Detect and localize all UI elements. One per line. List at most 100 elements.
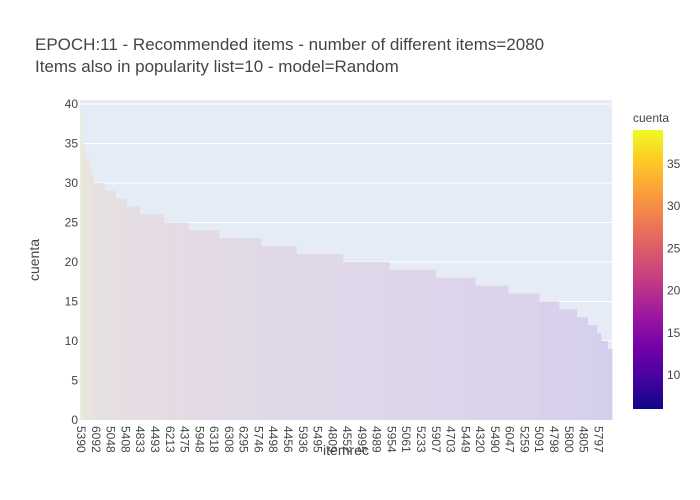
x-tick-label: 4498 xyxy=(266,426,280,453)
bar xyxy=(358,261,361,420)
bar xyxy=(422,269,425,420)
bar xyxy=(453,277,456,420)
colorbar xyxy=(633,130,663,409)
bar xyxy=(501,285,505,420)
bar xyxy=(347,261,350,420)
bar xyxy=(261,246,264,420)
bar xyxy=(521,293,525,420)
bar xyxy=(183,222,187,420)
bar xyxy=(499,285,503,420)
bar xyxy=(466,277,469,420)
bar xyxy=(534,293,538,420)
bar xyxy=(355,261,359,420)
y-tick-label: 30 xyxy=(65,176,79,190)
bar xyxy=(254,238,257,420)
colorbar-tick-labels: 10 15 20 25 30 35 xyxy=(667,157,681,382)
bar xyxy=(400,269,403,420)
bar xyxy=(413,269,416,420)
x-tick-label: 6213 xyxy=(163,426,177,453)
bar xyxy=(106,190,110,420)
bar xyxy=(252,238,255,420)
bar xyxy=(243,238,246,420)
bar xyxy=(302,254,306,420)
bar xyxy=(411,269,414,420)
bar xyxy=(517,293,520,420)
bar xyxy=(506,285,509,420)
bar xyxy=(395,269,399,420)
colorbar-tick-label: 30 xyxy=(667,199,681,213)
bar xyxy=(309,254,313,420)
bar xyxy=(488,285,491,420)
x-tick-label: 5449 xyxy=(458,426,472,453)
bar xyxy=(119,198,123,420)
bar xyxy=(519,293,522,420)
bar xyxy=(135,206,138,420)
bar xyxy=(468,277,472,420)
bar xyxy=(428,269,432,420)
bar xyxy=(278,246,282,420)
bar xyxy=(199,230,202,420)
bar xyxy=(477,285,480,420)
bar xyxy=(439,277,443,420)
bar xyxy=(349,261,352,420)
bar xyxy=(172,222,176,420)
bar xyxy=(483,285,487,420)
bar xyxy=(530,293,533,420)
bar xyxy=(375,261,379,420)
bar xyxy=(190,230,193,420)
bar xyxy=(570,309,573,420)
bar xyxy=(435,277,439,420)
bar xyxy=(459,277,463,420)
bar xyxy=(316,254,319,420)
bar xyxy=(384,261,388,420)
bar xyxy=(269,246,273,420)
bar xyxy=(393,269,397,420)
bar xyxy=(603,340,606,420)
bar xyxy=(212,230,216,420)
bar xyxy=(84,159,88,420)
bar xyxy=(99,182,103,420)
bar xyxy=(141,214,145,420)
bar xyxy=(592,325,595,420)
bar xyxy=(325,254,328,420)
bar xyxy=(258,238,262,420)
colorbar-tick-label: 15 xyxy=(667,326,681,340)
bar xyxy=(256,238,260,420)
bar xyxy=(161,214,165,420)
bar xyxy=(448,277,452,420)
bar xyxy=(539,301,542,420)
bar xyxy=(446,277,450,420)
bar xyxy=(464,277,467,420)
bar xyxy=(168,222,171,420)
colorbar-title: cuenta xyxy=(633,111,669,125)
bar xyxy=(97,182,101,420)
bar xyxy=(221,238,224,420)
colorbar-tick-label: 20 xyxy=(667,284,681,298)
bar xyxy=(91,175,94,420)
bar xyxy=(576,317,580,420)
x-tick-label: 6295 xyxy=(237,426,251,453)
bar xyxy=(110,190,114,420)
bar xyxy=(523,293,527,420)
bar xyxy=(545,301,549,420)
bar xyxy=(362,261,366,420)
bar xyxy=(124,198,127,420)
bar xyxy=(475,285,478,420)
bar xyxy=(117,198,121,420)
bar xyxy=(587,325,591,420)
bar xyxy=(300,254,304,420)
bar xyxy=(201,230,205,420)
bar xyxy=(369,261,372,420)
bar xyxy=(115,198,118,420)
bar xyxy=(318,254,322,420)
x-tick-label: 5954 xyxy=(384,426,398,453)
bar xyxy=(503,285,507,420)
bar xyxy=(397,269,401,420)
bar xyxy=(121,198,125,420)
bar xyxy=(433,269,436,420)
x-tick-label: 5048 xyxy=(104,426,118,453)
y-tick-labels: 0 5 10 15 20 25 30 35 40 xyxy=(65,97,79,427)
x-tick-label: 6092 xyxy=(89,426,103,453)
x-tick-label: 5797 xyxy=(591,426,605,453)
